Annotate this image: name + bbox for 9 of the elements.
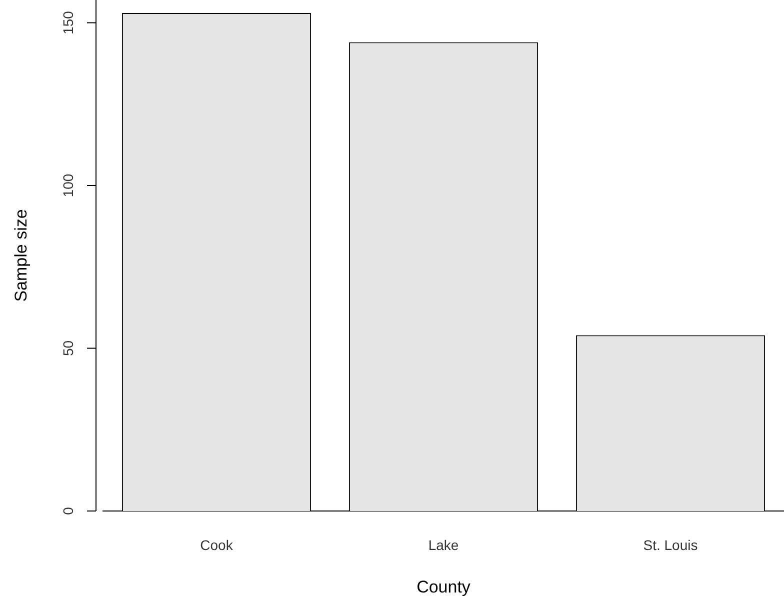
y-tick-label: 100	[60, 174, 76, 198]
x-tick-label: Lake	[428, 536, 459, 553]
y-tick-label: 150	[60, 10, 76, 34]
x-tick-label: Cook	[200, 536, 234, 553]
x-axis-title: County	[416, 578, 471, 597]
y-tick-label: 0	[60, 506, 76, 515]
x-tick-label: St. Louis	[643, 536, 698, 553]
y-tick-label: 50	[60, 340, 76, 356]
y-axis-title: Sample size	[12, 209, 31, 302]
